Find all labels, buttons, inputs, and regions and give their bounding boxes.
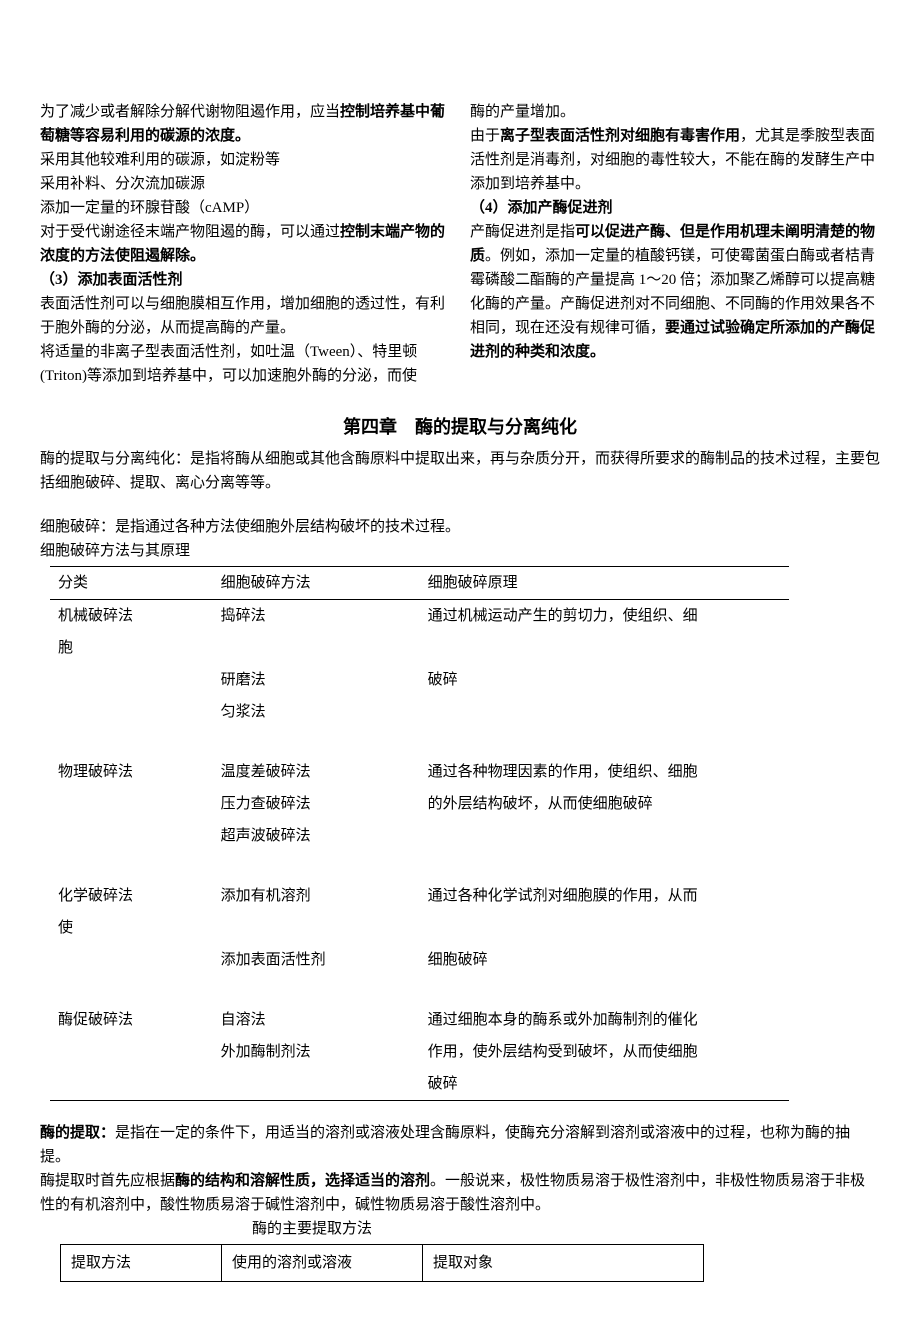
- text: 酶提取时首先应根据: [40, 1173, 175, 1189]
- text: 对于受代谢途径末端产物阻遏的酶，可以通过: [40, 224, 340, 240]
- table-row: [50, 728, 789, 756]
- table-row: 化学破碎法添加有机溶剂通过各种化学试剂对细胞膜的作用，从而: [50, 880, 789, 912]
- text: 产酶促进剂是指: [470, 224, 575, 240]
- cell-method: 研磨法: [213, 664, 420, 696]
- para-l4: 添加一定量的环腺苷酸（cAMP）: [40, 196, 450, 220]
- cell-category: [50, 788, 213, 820]
- cell-category: [50, 696, 213, 728]
- th-solvent: 使用的溶剂或溶液: [222, 1244, 423, 1281]
- extraction-def: 酶的提取：是指在一定的条件下，用适当的溶剂或溶液处理含酶原料，使酶充分溶解到溶剂…: [40, 1121, 880, 1169]
- cell-principle: 通过机械运动产生的剪切力，使组织、细: [420, 599, 790, 632]
- table-row: [50, 852, 789, 880]
- bold-text: 离子型表面活性剂对细胞有毒害作用: [500, 128, 740, 144]
- table-header-row: 分类 细胞破碎方法 细胞破碎原理: [50, 566, 789, 599]
- text: 由于: [470, 128, 500, 144]
- th-method: 提取方法: [61, 1244, 222, 1281]
- cell-method: 温度差破碎法: [213, 756, 420, 788]
- cell-category: 化学破碎法: [50, 880, 213, 912]
- table-row: 使: [50, 912, 789, 944]
- table-row: 破碎: [50, 1068, 789, 1101]
- para-r3: 产酶促进剂是指可以促进产酶、但是作用机理未阐明清楚的物质。例如，添加一定量的植酸…: [470, 220, 880, 364]
- extraction-solvent: 酶提取时首先应根据酶的结构和溶解性质，选择适当的溶剂。一般说来，极性物质易溶于极…: [40, 1169, 880, 1217]
- para-r2: 由于离子型表面活性剂对细胞有毒害作用，尤其是季胺型表面活性剂是消毒剂，对细胞的毒…: [470, 124, 880, 196]
- cell-method: [213, 1068, 420, 1101]
- cell-method: 外加酶制剂法: [213, 1036, 420, 1068]
- para-l5: 对于受代谢途径末端产物阻遏的酶，可以通过控制末端产物的浓度的方法使阻遏解除。: [40, 220, 450, 268]
- cell-method: [213, 912, 420, 944]
- table-row: 研磨法破碎: [50, 664, 789, 696]
- cell-principle: 作用，使外层结构受到破坏，从而使细胞: [420, 1036, 790, 1068]
- th-category: 分类: [50, 566, 213, 599]
- cell-principle: 通过各种物理因素的作用，使组织、细胞: [420, 756, 790, 788]
- chapter-intro: 酶的提取与分离纯化：是指将酶从细胞或其他含酶原料中提取出来，再与杂质分开，而获得…: [40, 447, 880, 495]
- extraction-methods-table: 提取方法 使用的溶剂或溶液 提取对象: [60, 1244, 704, 1282]
- cell-method: 匀浆法: [213, 696, 420, 728]
- spacer: [40, 1101, 880, 1121]
- cell-category: [50, 944, 213, 976]
- cell-category: 机械破碎法: [50, 599, 213, 632]
- table-row: 外加酶制剂法作用，使外层结构受到破坏，从而使细胞: [50, 1036, 789, 1068]
- subheading-4: （4）添加产酶促进剂: [470, 196, 880, 220]
- cell-method: 添加表面活性剂: [213, 944, 420, 976]
- text: 是指在一定的条件下，用适当的溶剂或溶液处理含酶原料，使酶充分溶解到溶剂或溶液中的…: [40, 1125, 850, 1165]
- table-row: 添加表面活性剂细胞破碎: [50, 944, 789, 976]
- table-row: 匀浆法: [50, 696, 789, 728]
- table-row: 压力查破碎法的外层结构破坏，从而使细胞破碎: [50, 788, 789, 820]
- bold-text: 酶的结构和溶解性质，选择适当的溶剂: [175, 1173, 430, 1189]
- cell-principle: [420, 820, 790, 852]
- cell-method: 捣碎法: [213, 599, 420, 632]
- table-row: 酶促破碎法自溶法通过细胞本身的酶系或外加酶制剂的催化: [50, 1004, 789, 1036]
- cell-category: [50, 664, 213, 696]
- cell-principle: 破碎: [420, 664, 790, 696]
- cell-principle: 细胞破碎: [420, 944, 790, 976]
- cell-category: 酶促破碎法: [50, 1004, 213, 1036]
- cell-category: [50, 1068, 213, 1101]
- cell-method: 超声波破碎法: [213, 820, 420, 852]
- para-l2: 采用其他较难利用的碳源，如淀粉等: [40, 148, 450, 172]
- para-l7: 将适量的非离子型表面活性剂，如吐温（Tween）、特里顿(Triton)等添加到…: [40, 340, 450, 388]
- cell-method: 添加有机溶剂: [213, 880, 420, 912]
- cell-principle: [420, 912, 790, 944]
- para-l6: 表面活性剂可以与细胞膜相互作用，增加细胞的透过性，有利于胞外酶的分泌，从而提高酶…: [40, 292, 450, 340]
- cell-principle: 通过各种化学试剂对细胞膜的作用，从而: [420, 880, 790, 912]
- bold-text: 酶的提取：: [40, 1125, 115, 1141]
- chapter-title: 第四章 酶的提取与分离纯化: [40, 413, 880, 442]
- cell-category: 使: [50, 912, 213, 944]
- para-l3: 采用补料、分次流加碳源: [40, 172, 450, 196]
- cell-method: 自溶法: [213, 1004, 420, 1036]
- cell-category: [50, 1036, 213, 1068]
- text: 为了减少或者解除分解代谢物阻遏作用，应当: [40, 104, 340, 120]
- spacer: [40, 495, 880, 515]
- cell-category: 胞: [50, 632, 213, 664]
- table-row: 物理破碎法温度差破碎法通过各种物理因素的作用，使组织、细胞: [50, 756, 789, 788]
- table1-caption: 细胞破碎方法与其原理: [40, 539, 880, 563]
- para-l1: 为了减少或者解除分解代谢物阻遏作用，应当控制培养基中葡萄糖等容易利用的碳源的浓度…: [40, 100, 450, 148]
- cell-category: 物理破碎法: [50, 756, 213, 788]
- table-row: 提取方法 使用的溶剂或溶液 提取对象: [61, 1244, 704, 1281]
- cell-principle: [420, 696, 790, 728]
- two-column-section: 为了减少或者解除分解代谢物阻遏作用，应当控制培养基中葡萄糖等容易利用的碳源的浓度…: [40, 100, 880, 388]
- th-principle: 细胞破碎原理: [420, 566, 790, 599]
- th-method: 细胞破碎方法: [213, 566, 420, 599]
- cell-principle: [420, 632, 790, 664]
- subheading-3: （3）添加表面活性剂: [40, 268, 450, 292]
- table2-caption: 酶的主要提取方法: [60, 1217, 564, 1241]
- left-column: 为了减少或者解除分解代谢物阻遏作用，应当控制培养基中葡萄糖等容易利用的碳源的浓度…: [40, 100, 450, 388]
- right-column: 酶的产量增加。 由于离子型表面活性剂对细胞有毒害作用，尤其是季胺型表面活性剂是消…: [470, 100, 880, 388]
- table-row: [50, 976, 789, 1004]
- cell-principle: 的外层结构破坏，从而使细胞破碎: [420, 788, 790, 820]
- para-r1: 酶的产量增加。: [470, 100, 880, 124]
- table-row: 胞: [50, 632, 789, 664]
- table-row: 超声波破碎法: [50, 820, 789, 852]
- cell-category: [50, 820, 213, 852]
- cell-principle: 通过细胞本身的酶系或外加酶制剂的催化: [420, 1004, 790, 1036]
- table-row: 机械破碎法捣碎法通过机械运动产生的剪切力，使组织、细: [50, 599, 789, 632]
- th-target: 提取对象: [423, 1244, 704, 1281]
- cell-disruption-table: 分类 细胞破碎方法 细胞破碎原理 机械破碎法捣碎法通过机械运动产生的剪切力，使组…: [50, 566, 789, 1101]
- cell-method: 压力查破碎法: [213, 788, 420, 820]
- cell-method: [213, 632, 420, 664]
- cell-principle: 破碎: [420, 1068, 790, 1101]
- cell-break-def: 细胞破碎：是指通过各种方法使细胞外层结构破坏的技术过程。: [40, 515, 880, 539]
